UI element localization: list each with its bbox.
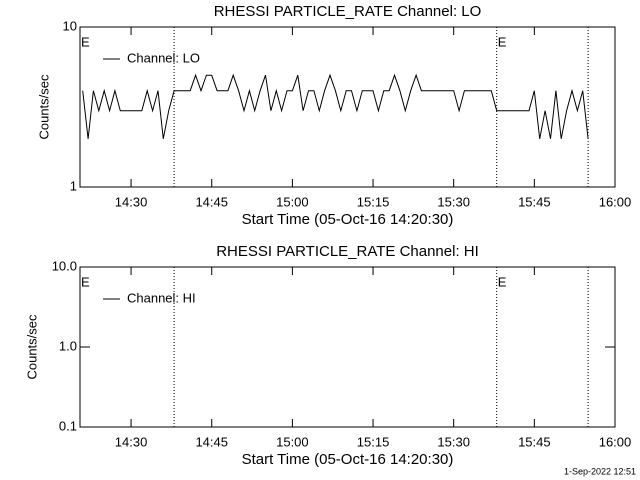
y-tick-label: 1.0: [59, 338, 77, 353]
x-tick-label: 14:30: [115, 434, 148, 449]
x-tick-label: 16:00: [599, 194, 632, 209]
annotation: E: [498, 274, 507, 289]
x-tick-label: 16:00: [599, 434, 632, 449]
annotation: E: [498, 34, 507, 49]
y-axis-label: Counts/sec: [24, 314, 39, 380]
x-tick-label: 15:45: [518, 434, 551, 449]
x-tick-label: 15:15: [357, 194, 390, 209]
chart-title: RHESSI PARTICLE_RATE Channel: LO: [214, 3, 482, 20]
y-tick-label: 0.1: [59, 418, 77, 433]
x-tick-label: 15:30: [437, 194, 470, 209]
chart-title: RHESSI PARTICLE_RATE Channel: HI: [216, 243, 479, 260]
x-tick-label: 14:45: [195, 434, 228, 449]
y-tick-label: 10: [63, 18, 77, 33]
x-tick-label: 15:30: [437, 434, 470, 449]
annotation: E: [81, 34, 90, 49]
data-line: [82, 73, 589, 139]
x-tick-label: 15:00: [276, 194, 309, 209]
x-axis-label: Start Time (05-Oct-16 14:20:30): [242, 451, 454, 468]
legend-label: Channel: LO: [127, 50, 200, 65]
x-tick-label: 15:00: [276, 434, 309, 449]
x-tick-label: 14:45: [195, 194, 228, 209]
y-tick-label: 1: [70, 178, 77, 193]
annotation: E: [81, 274, 90, 289]
legend-label: Channel: HI: [127, 290, 196, 305]
y-tick-label: 10.0: [52, 258, 77, 273]
plot-frame: [79, 26, 616, 188]
x-tick-label: 15:15: [357, 434, 390, 449]
x-axis-label: Start Time (05-Oct-16 14:20:30): [242, 211, 454, 228]
x-tick-label: 14:30: [115, 194, 148, 209]
y-axis-label: Counts/sec: [36, 74, 51, 140]
footer: 1-Sep-2022 12:51: [564, 466, 636, 476]
x-tick-label: 15:45: [518, 194, 551, 209]
